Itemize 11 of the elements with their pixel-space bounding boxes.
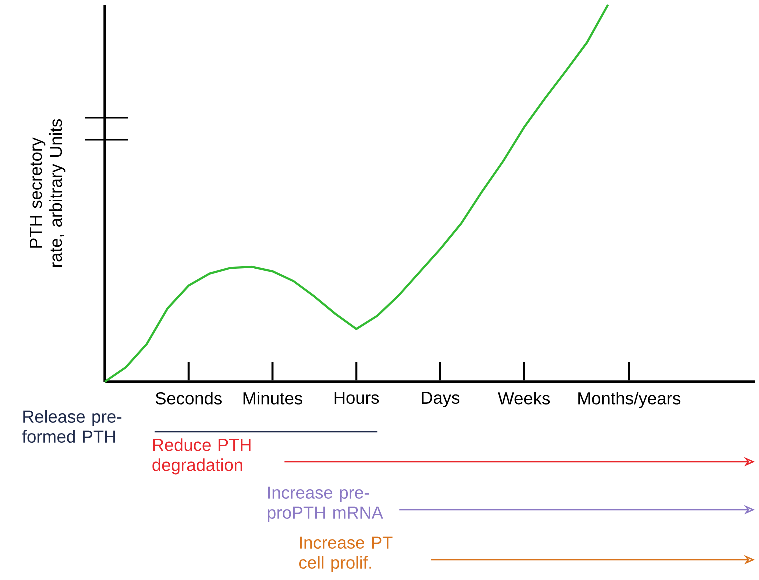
text: Reduce PTH degradation <box>152 438 251 475</box>
text: Increase pre-proPTH mRNA <box>268 486 384 522</box>
x-tick-label: Minutes <box>244 392 302 405</box>
x-tick-label: Days <box>422 392 460 408</box>
x-tick-label: Seconds <box>156 392 222 405</box>
text: Release pre-formed PTH <box>22 410 122 444</box>
x-tick-label: Hours <box>334 392 380 404</box>
x-tick-label: Weeks <box>498 392 550 405</box>
x-tick-label: Months/years <box>578 392 681 408</box>
text: Increase PT cell prolif. <box>299 536 393 572</box>
y-axis-title: PTH secretory rate, arbitrary Units <box>30 119 66 267</box>
